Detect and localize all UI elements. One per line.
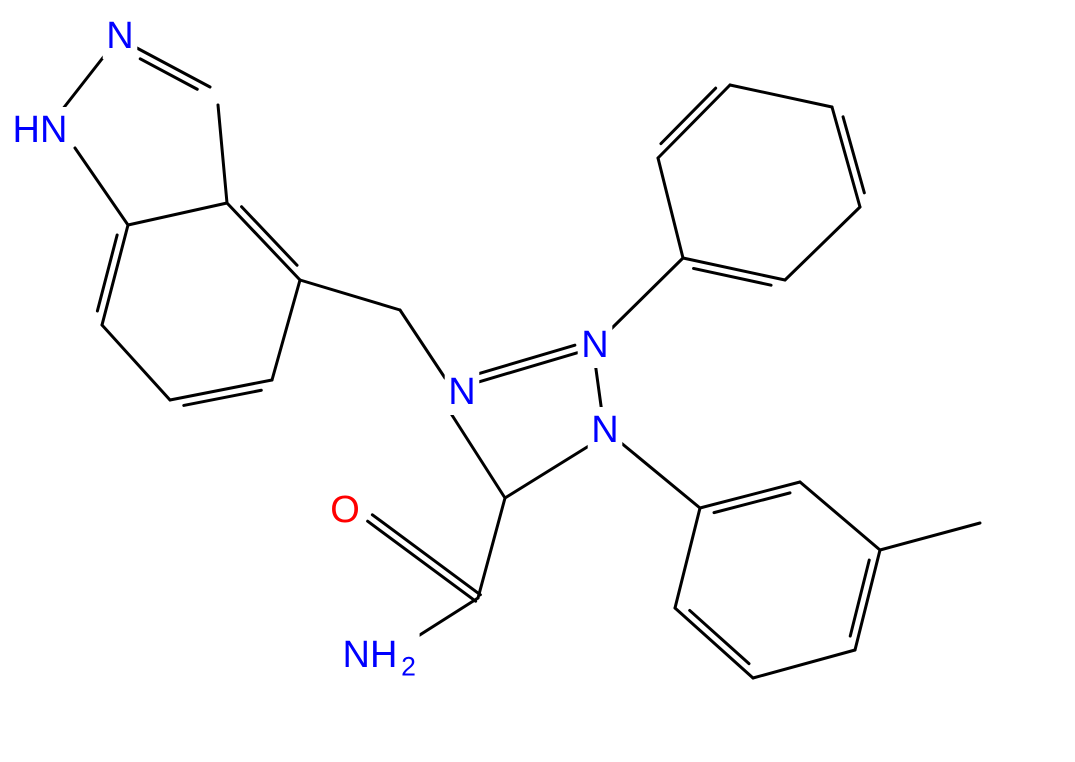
- chemical-structure-diagram: N HN N N N O NH2: [0, 0, 1075, 762]
- molecule-svg: N HN N N N O NH2: [0, 0, 1075, 762]
- atom-label-O: O: [330, 489, 360, 531]
- atom-label-N_tri2: N: [581, 324, 608, 366]
- atom-label-HN: HN: [13, 109, 68, 151]
- atom-label-N_tri3: N: [591, 409, 618, 451]
- atom-subscript-NH2: 2: [401, 651, 416, 681]
- atom-label-N_tri1: N: [448, 371, 475, 413]
- atom-label-NH2: NH: [343, 634, 398, 676]
- atom-label-N1: N: [106, 15, 133, 57]
